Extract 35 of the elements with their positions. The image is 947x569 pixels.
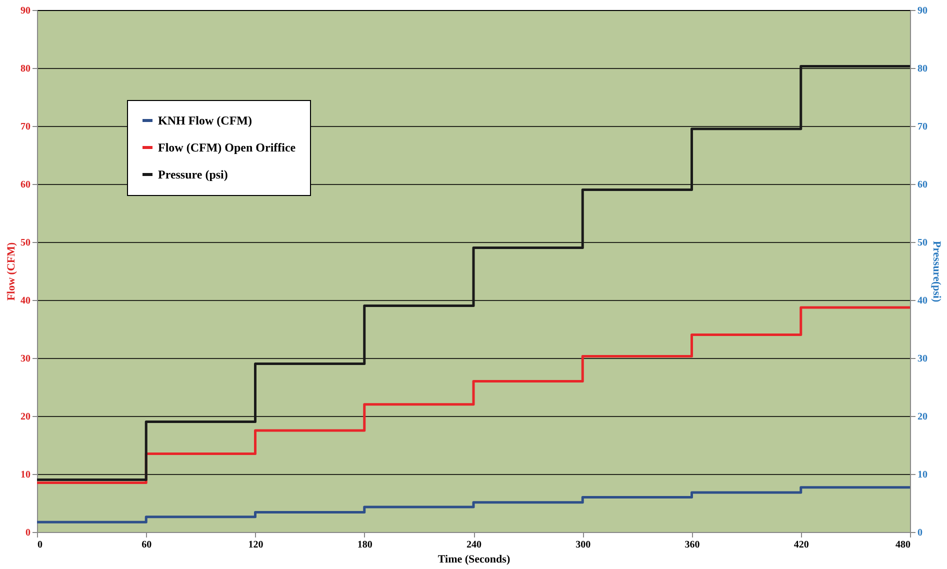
y2-tick-label: 80 [918, 64, 928, 74]
y-tick-label: 70 [20, 122, 30, 132]
x-tick-label: 420 [794, 540, 809, 550]
x-tick-label: 120 [248, 540, 264, 550]
y2-tick-label: 10 [918, 470, 928, 480]
y-tick-label: 50 [20, 238, 30, 248]
y-tick-label: 90 [20, 6, 30, 16]
y-tick-label: 30 [20, 354, 30, 364]
y2-tick-label: 0 [918, 528, 922, 538]
y-tick-label: 20 [20, 412, 30, 422]
x-tick-label: 360 [684, 540, 700, 550]
y2-tick-label: 60 [918, 180, 928, 190]
legend-label: Flow (CFM) Open Oriffice [158, 140, 296, 154]
x-tick-label: 180 [357, 540, 372, 550]
y2-tick-label: 70 [918, 122, 928, 132]
y-axis-title: Flow (CFM) [6, 242, 18, 301]
y-tick-label: 0 [26, 528, 30, 538]
y2-tick-label: 20 [918, 412, 928, 422]
y2-tick-label: 50 [918, 238, 928, 248]
legend-label: KNH Flow (CFM) [158, 114, 252, 128]
x-tick-label: 0 [38, 540, 42, 550]
legend-label: Pressure (psi) [158, 168, 228, 182]
x-axis-title: Time (Seconds) [438, 554, 510, 566]
y2-tick-label: 30 [918, 354, 928, 364]
y-tick-label: 10 [20, 470, 30, 480]
y2-axis-title: Pressure(psi) [930, 240, 942, 302]
y-tick-label: 60 [20, 180, 30, 190]
x-tick-label: 300 [576, 540, 591, 550]
y-tick-label: 40 [20, 296, 30, 306]
x-tick-label: 60 [142, 540, 152, 550]
x-tick-label: 240 [466, 540, 482, 550]
y2-tick-label: 40 [918, 296, 928, 306]
y-tick-label: 80 [20, 64, 30, 74]
y2-tick-label: 90 [918, 6, 928, 16]
x-tick-label: 480 [896, 540, 910, 550]
